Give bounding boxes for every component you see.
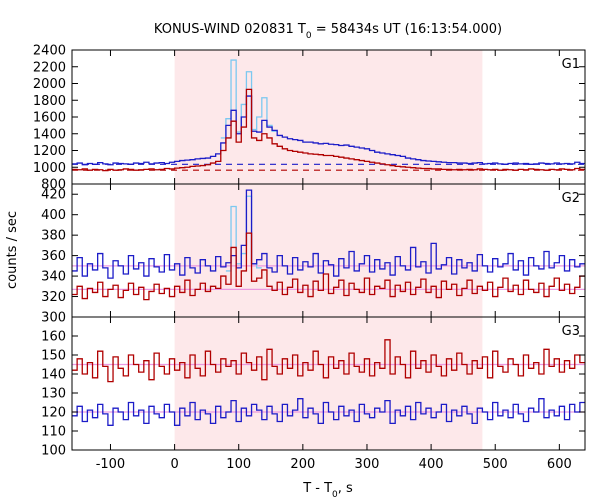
panel-g2: 300 320 340 360 380 400 420 G2	[41, 183, 586, 326]
y-tick-label: 2000	[33, 77, 66, 92]
y-tick-label: 1000	[33, 161, 66, 176]
y-tick-label: 380	[41, 229, 66, 244]
y-tick-label: 1800	[33, 94, 66, 109]
x-tick-label: -100	[96, 457, 126, 472]
y-tick-label: 800	[41, 178, 66, 193]
y-tick-label: 420	[41, 188, 66, 203]
panel-data	[72, 339, 585, 426]
y-tick-label: 340	[41, 270, 66, 285]
x-tick-label: 400	[419, 457, 444, 472]
x-tick-label: 600	[547, 457, 572, 472]
plot-area: 80010001200140016001800200022002400G1300…	[33, 44, 586, 472]
y-tick-label: 320	[41, 290, 66, 305]
y-tick-label: 100	[41, 444, 66, 459]
y-tick-label: 400	[41, 208, 66, 223]
x-tick-label: 500	[483, 457, 508, 472]
x-tick-label: 200	[290, 457, 315, 472]
series-blue-step-line	[72, 189, 585, 279]
x-axis-title: T - T0, s	[302, 481, 353, 500]
y-tick-label: 130	[41, 387, 66, 402]
panel-label: G3	[562, 324, 580, 339]
x-tick-label: 0	[170, 457, 178, 472]
x-tick-label: 100	[226, 457, 251, 472]
y-tick-label: 140	[41, 368, 66, 383]
shaded-interval	[174, 317, 483, 450]
y-tick-label: 2400	[33, 44, 66, 59]
series-blue-step-line	[72, 398, 585, 426]
y-tick-label: 120	[41, 406, 66, 421]
y-tick-label: 2200	[33, 60, 66, 75]
x-tick-label: 300	[355, 457, 380, 472]
y-tick-label: 1600	[33, 111, 66, 126]
panel-data	[72, 189, 585, 301]
panel-label: G2	[562, 191, 580, 206]
panel-data	[72, 59, 585, 172]
y-tick-label: 1200	[33, 144, 66, 159]
panel-label: G1	[562, 57, 580, 72]
y-tick-label: 360	[41, 249, 66, 264]
panel-g3: 100 110 120 130 140 150 160 G3	[41, 316, 586, 459]
series-red-step-line	[72, 88, 585, 172]
y-tick-label: 1400	[33, 127, 66, 142]
series-blue-step-line	[72, 95, 585, 166]
figure-title: KONUS-WIND 020831 T0 = 58434s UT (16:13:…	[154, 22, 502, 41]
panel-frame	[71, 316, 586, 451]
y-tick-label: 110	[41, 425, 66, 440]
series-red-step-line	[72, 339, 585, 383]
y-tick-label: 160	[41, 330, 66, 345]
series-red-step-line	[72, 232, 585, 301]
y-axis-title: counts / sec	[5, 211, 20, 289]
series-lightblue-step-line	[220, 59, 278, 139]
y-tick-label: 300	[41, 311, 66, 326]
y-tick-label: 150	[41, 349, 66, 364]
